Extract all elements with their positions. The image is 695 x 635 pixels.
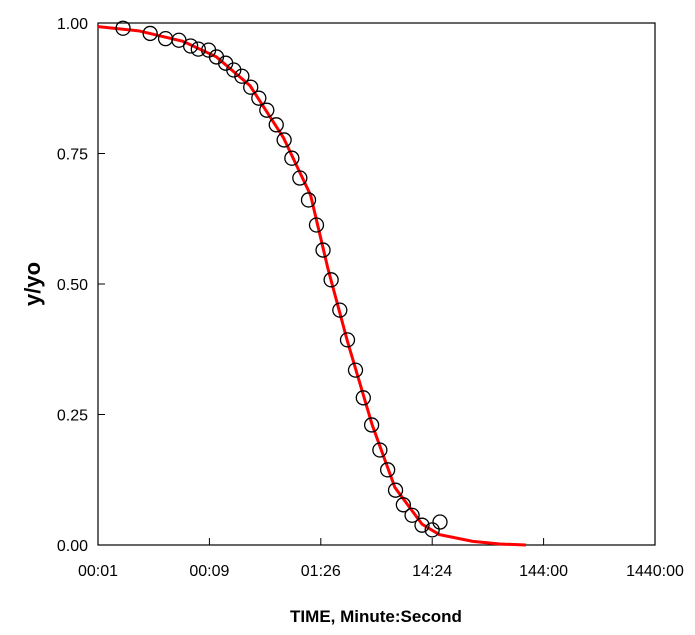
data-point: [432, 514, 448, 530]
fit-line: [97, 25, 527, 547]
data-point: [323, 272, 339, 288]
x-tick-label: 01:26: [301, 563, 341, 580]
data-point: [284, 150, 300, 166]
y-tick-label: 0.50: [57, 277, 88, 294]
data-point: [424, 522, 440, 538]
y-axis-title: y/yo: [20, 262, 45, 306]
data-point: [251, 90, 267, 106]
data-point: [379, 462, 396, 478]
x-tick-label: 00:09: [189, 563, 229, 580]
data-point: [372, 442, 388, 458]
data-point: [414, 517, 430, 533]
data-point: [308, 217, 325, 233]
x-tick-label: 144:00: [519, 563, 568, 580]
data-point: [347, 362, 364, 378]
y-tick-label: 1.00: [57, 16, 88, 33]
data-point: [363, 417, 380, 433]
data-point: [315, 242, 331, 258]
data-point: [339, 332, 356, 348]
x-tick-label: 00:01: [78, 563, 118, 580]
data-point: [292, 170, 308, 186]
data-point: [142, 25, 158, 42]
data-point: [182, 38, 199, 54]
plot-frame: [97, 22, 656, 546]
x-tick-label: 1440:00: [626, 563, 684, 580]
data-point: [190, 41, 206, 57]
data-point: [115, 20, 131, 36]
data-point: [276, 132, 292, 148]
data-point: [404, 507, 420, 523]
y-tick-label: 0.25: [57, 408, 88, 425]
y-tick-label: 0.75: [57, 147, 88, 164]
data-point: [234, 68, 250, 84]
data-point: [300, 192, 317, 208]
data-point: [243, 79, 259, 95]
x-tick-label: 14:24: [412, 563, 452, 580]
data-point: [268, 117, 284, 133]
data-point: [387, 482, 404, 498]
x-axis-title: TIME, Minute:Second: [290, 607, 462, 626]
data-point: [226, 62, 242, 78]
data-point: [395, 497, 412, 513]
data-point: [259, 102, 275, 118]
data-point: [355, 390, 371, 406]
data-point: [332, 302, 348, 318]
y-tick-label: 0.00: [57, 538, 88, 555]
